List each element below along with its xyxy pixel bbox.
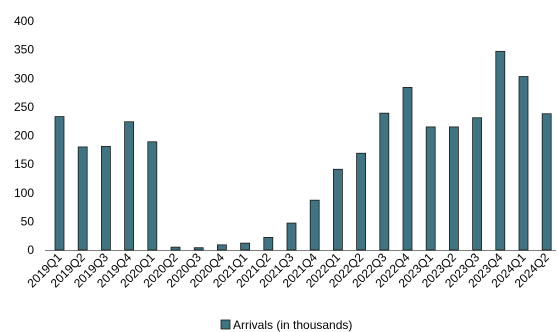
x-axis: 2019Q12019Q22019Q32019Q42020Q12020Q22020… xyxy=(25,250,553,290)
bar-2022Q1 xyxy=(332,168,343,251)
bar-2019Q1 xyxy=(54,116,65,251)
y-tick-label: 300 xyxy=(14,71,34,85)
bar-2021Q1 xyxy=(240,242,251,251)
legend-label: Arrivals (in thousands) xyxy=(233,318,352,332)
y-tick-label: 0 xyxy=(27,243,34,257)
bar-2024Q2 xyxy=(541,113,552,251)
bar-2023Q1 xyxy=(425,126,436,251)
bar-2021Q3 xyxy=(286,222,297,251)
bar-2020Q2 xyxy=(170,246,181,251)
bar-2022Q3 xyxy=(379,112,390,251)
y-tick-label: 350 xyxy=(14,43,34,57)
y-axis: 0 50 100 150 200 250 300 350 400 xyxy=(14,14,34,257)
bar-2023Q4 xyxy=(495,50,506,251)
legend-swatch xyxy=(220,319,231,330)
y-tick-label: 250 xyxy=(14,100,34,114)
bar-2022Q2 xyxy=(356,152,367,251)
bar-2019Q3 xyxy=(101,145,111,251)
y-tick-label: 150 xyxy=(14,157,34,171)
bar-2020Q1 xyxy=(147,141,158,251)
bar-2022Q4 xyxy=(402,87,413,251)
bar-2023Q2 xyxy=(448,126,459,251)
bar-2021Q2 xyxy=(263,237,274,251)
bar-2019Q4 xyxy=(124,121,134,251)
bar-2021Q4 xyxy=(309,199,320,251)
y-tick-label: 100 xyxy=(14,186,34,200)
y-tick-label: 50 xyxy=(21,214,35,228)
bar-2024Q1 xyxy=(518,76,529,251)
y-tick-label: 200 xyxy=(14,129,34,143)
bar-2023Q3 xyxy=(472,117,483,251)
bar-2020Q4 xyxy=(216,244,227,251)
bar-2020Q3 xyxy=(193,247,204,251)
bar-series xyxy=(54,50,552,251)
legend: Arrivals (in thousands) xyxy=(220,318,352,332)
y-tick-label: 400 xyxy=(14,14,34,28)
bar-2019Q2 xyxy=(77,146,88,251)
